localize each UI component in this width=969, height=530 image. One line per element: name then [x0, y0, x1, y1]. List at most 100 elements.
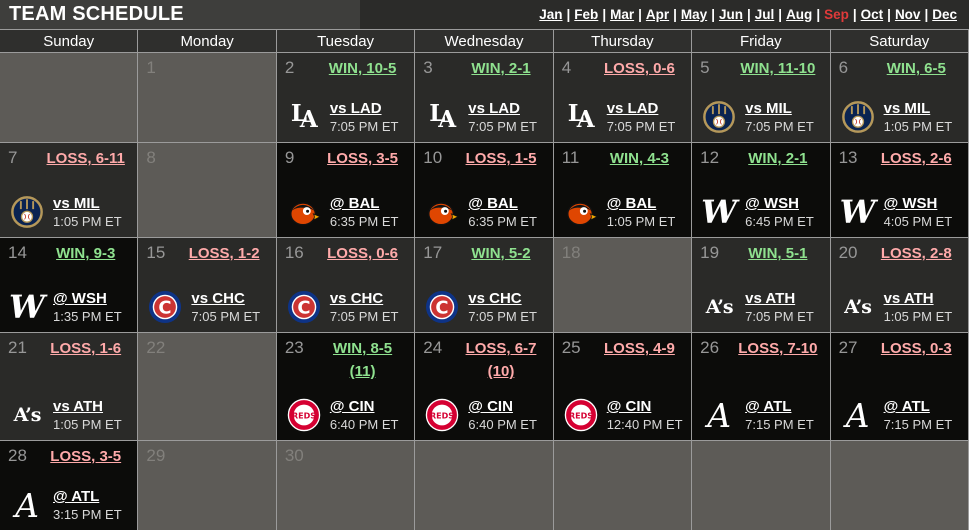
day-number: 8: [146, 148, 156, 167]
game-result-link[interactable]: LOSS, 0-6: [603, 60, 675, 77]
opponent-link[interactable]: vs LAD: [606, 100, 659, 117]
svg-text:REDS: REDS: [430, 411, 454, 420]
day-cell-7: 7 LOSS, 6-11 vs MIL 1:05 PM ET: [0, 142, 139, 237]
opponent-link[interactable]: @ BAL: [606, 195, 657, 212]
reds-logo: REDS: [562, 397, 600, 433]
opponent-link[interactable]: @ CIN: [329, 398, 375, 415]
game-result-link[interactable]: LOSS, 6-11: [46, 150, 125, 167]
opponent-link[interactable]: vs MIL: [745, 100, 792, 117]
month-link-jun[interactable]: Jun: [718, 7, 743, 22]
title-section: TEAM SCHEDULE: [0, 0, 360, 29]
day-number: 22: [146, 338, 166, 357]
game-result-link[interactable]: LOSS, 6-7 (10): [465, 340, 537, 381]
game-result-link[interactable]: WIN, 6-5: [886, 60, 946, 77]
game-result-link[interactable]: LOSS, 0-3: [880, 340, 952, 357]
opponent-link[interactable]: @ ATL: [53, 488, 100, 505]
month-link-may[interactable]: May: [680, 7, 708, 22]
day-number: 24: [423, 338, 443, 357]
game-result-link[interactable]: WIN, 2-1: [471, 60, 531, 77]
matchup: A’s vs ATH 1:05 PM ET: [839, 289, 960, 325]
day-number: 28: [8, 446, 27, 465]
matchup: A @ ATL 7:15 PM ET: [839, 397, 960, 433]
weekday-header-sunday: Sunday: [0, 30, 139, 52]
game-result-link[interactable]: WIN, 4-3: [609, 150, 670, 167]
weekday-header-monday: Monday: [138, 30, 277, 52]
day-number: 23: [284, 338, 304, 357]
opponent-link[interactable]: @ WSH: [745, 195, 799, 212]
month-link-feb[interactable]: Feb: [574, 7, 599, 22]
game-result-link[interactable]: WIN, 5-1: [748, 245, 808, 262]
brewers-logo: [700, 99, 738, 135]
opponent-link[interactable]: @ WSH: [53, 290, 107, 307]
opponent-link[interactable]: vs LAD: [329, 100, 382, 117]
opponent-link[interactable]: @ CIN: [606, 398, 652, 415]
month-link-aug[interactable]: Aug: [786, 7, 813, 22]
brewers-logo: [839, 99, 877, 135]
opponent-link[interactable]: vs MIL: [883, 100, 931, 117]
month-link-dec[interactable]: Dec: [932, 7, 957, 22]
day-number: 5: [700, 58, 710, 77]
opponent-link[interactable]: vs ATH: [745, 290, 796, 307]
opponent-link[interactable]: vs CHC: [329, 290, 384, 307]
day-cell-1: 1: [138, 52, 277, 142]
day-cell-5: 5 WIN, 11-10 vs MIL 7:05 PM ET: [692, 52, 831, 142]
matchup: A’s vs ATH 7:05 PM ET: [700, 289, 821, 325]
athletics-logo: A’s: [13, 403, 42, 426]
day-number: 21: [8, 338, 27, 357]
day-cell-14: 14 WIN, 9-3 W @ WSH 1:35 PM ET: [0, 237, 139, 332]
game-result-link[interactable]: WIN, 10-5: [328, 60, 397, 77]
month-separator: |: [566, 7, 571, 22]
game-time: 6:45 PM ET: [745, 214, 814, 229]
game-result-link[interactable]: LOSS, 1-6: [50, 340, 122, 357]
opponent-link[interactable]: vs CHC: [468, 290, 522, 307]
opponent-link[interactable]: vs ATH: [883, 290, 934, 307]
opponent-link[interactable]: vs ATH: [53, 398, 104, 415]
day-cell-10: 10 LOSS, 1-5 @ BAL 6:35 PM ET: [415, 142, 554, 237]
game-result-link[interactable]: WIN, 11-10: [740, 60, 816, 77]
game-result-link[interactable]: LOSS, 1-5: [465, 150, 537, 167]
opponent-link[interactable]: vs LAD: [468, 100, 520, 117]
day-cell-8: 8: [138, 142, 277, 237]
opponent-link[interactable]: @ ATL: [883, 398, 930, 415]
opponent-link[interactable]: @ BAL: [329, 195, 380, 212]
game-result-link[interactable]: LOSS, 2-6: [880, 150, 952, 167]
opponent-link[interactable]: vs CHC: [191, 290, 245, 307]
day-cell-30: 30: [276, 440, 416, 530]
game-result-link[interactable]: WIN, 5-2: [471, 245, 531, 262]
day-cell-4: 4 LOSS, 0-6 L A vs LAD 7:05 PM ET: [553, 52, 693, 142]
game-result-link[interactable]: LOSS, 2-8: [880, 245, 952, 262]
month-link-nov[interactable]: Nov: [894, 7, 921, 22]
opponent-link[interactable]: @ ATL: [745, 398, 792, 415]
svg-text:C: C: [436, 298, 449, 319]
game-result-link[interactable]: WIN, 8-5 (11): [332, 340, 393, 381]
month-link-mar[interactable]: Mar: [610, 7, 635, 22]
game-time: 6:35 PM ET: [468, 214, 537, 229]
month-link-jan[interactable]: Jan: [539, 7, 563, 22]
month-link-oct[interactable]: Oct: [860, 7, 884, 22]
opponent-link[interactable]: @ BAL: [468, 195, 518, 212]
game-result-link[interactable]: LOSS, 7-10: [738, 340, 818, 357]
opponent-link[interactable]: @ WSH: [883, 195, 938, 212]
game-result-link[interactable]: LOSS, 3-5: [327, 150, 398, 167]
game-result-link[interactable]: LOSS, 1-2: [188, 245, 260, 262]
opponent-link[interactable]: vs MIL: [53, 195, 100, 212]
day-cell-blank: [692, 440, 831, 530]
opponent-link[interactable]: @ CIN: [468, 398, 513, 415]
game-result-link[interactable]: WIN, 9-3: [56, 245, 116, 262]
matchup: A @ ATL 7:15 PM ET: [700, 397, 821, 433]
month-link-sep[interactable]: Sep: [824, 7, 849, 22]
month-link-jul[interactable]: Jul: [754, 7, 775, 22]
game-result-link[interactable]: WIN, 2-1: [748, 150, 808, 167]
month-link-apr[interactable]: Apr: [645, 7, 670, 22]
day-cell-9: 9 LOSS, 3-5 @ BAL 6:35 PM ET: [276, 142, 416, 237]
game-time: 7:05 PM ET: [329, 119, 399, 134]
day-number: 29: [146, 446, 166, 465]
game-result-link[interactable]: LOSS, 0-6: [327, 245, 398, 262]
day-cell-20: 20 LOSS, 2-8 A’s vs ATH 1:05 PM ET: [830, 237, 969, 332]
game-result-link[interactable]: LOSS, 4-9: [603, 340, 675, 357]
game-result-link[interactable]: LOSS, 3-5: [50, 448, 122, 465]
